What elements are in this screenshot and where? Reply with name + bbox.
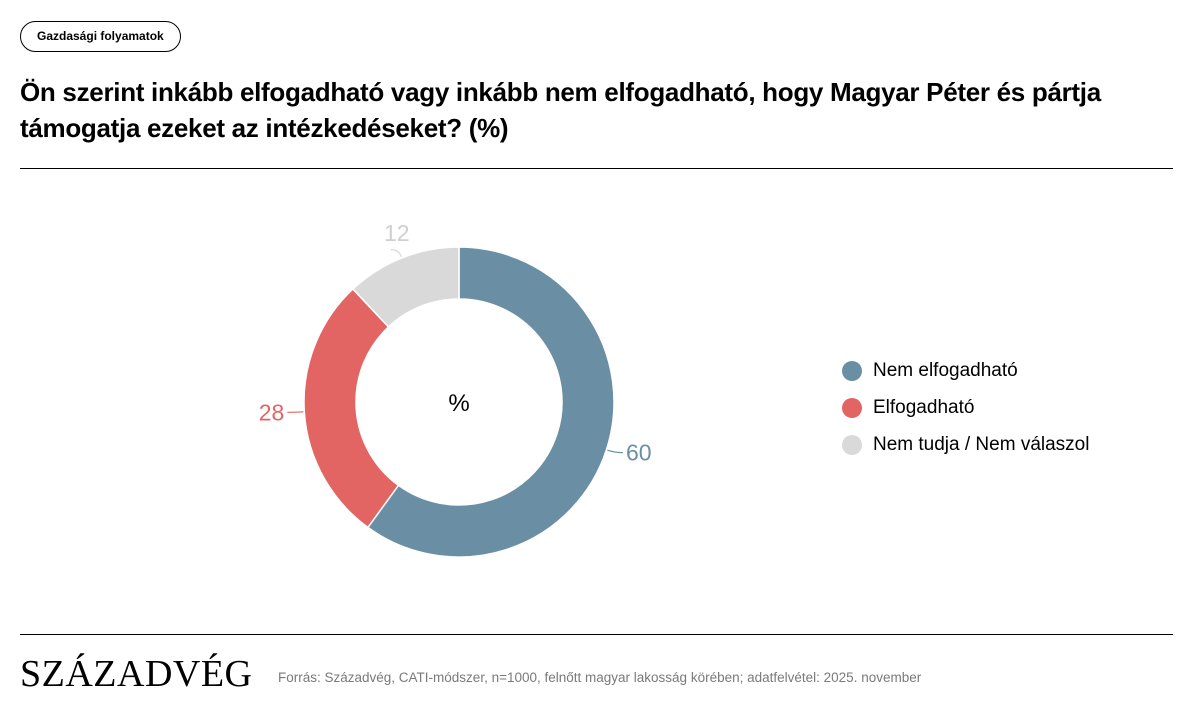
- legend-swatch-0: [842, 360, 862, 381]
- legend-item-1[interactable]: Elfogadható: [842, 389, 1089, 426]
- legend-label-2: Nem tudja / Nem válaszol: [873, 433, 1090, 455]
- bottom-divider: [20, 634, 1173, 635]
- leader-1: [287, 411, 304, 413]
- center-label: %: [448, 390, 469, 417]
- donut-slices: [303, 246, 615, 558]
- slice-0[interactable]: [366, 246, 615, 558]
- value-label-1: 28: [259, 399, 285, 425]
- leader-2: [390, 248, 403, 258]
- legend-item-0[interactable]: Nem elfogadható: [842, 352, 1089, 389]
- slice-2[interactable]: [351, 246, 460, 328]
- data-labels: 60 28 12: [259, 220, 652, 466]
- chart-legend: Nem elfogadható Elfogadható Nem tudja / Ne…: [842, 352, 1089, 463]
- slice-1[interactable]: [303, 287, 400, 529]
- chart-title: Ön szerint inkább elfogadható vagy inkáb…: [20, 77, 1101, 143]
- legend-swatch-1: [842, 397, 862, 418]
- source-note: Forrás: Századvég, CATI-módszer, n=1000,…: [278, 670, 922, 685]
- legend-item-2[interactable]: Nem tudja / Nem válaszol: [842, 426, 1089, 463]
- value-label-2: 12: [384, 220, 410, 246]
- legend-label-1: Elfogadható: [873, 396, 975, 418]
- top-divider: [20, 168, 1173, 169]
- legend-label-0: Nem elfogadható: [873, 359, 1018, 381]
- leader-0: [607, 449, 623, 454]
- category-tag[interactable]: Gazdasági folyamatok: [20, 21, 181, 52]
- legend-swatch-2: [842, 434, 862, 455]
- label-leaders: [287, 248, 623, 454]
- brand-logo: SZÁZADVÉG: [20, 653, 253, 695]
- value-label-0: 60: [626, 440, 652, 466]
